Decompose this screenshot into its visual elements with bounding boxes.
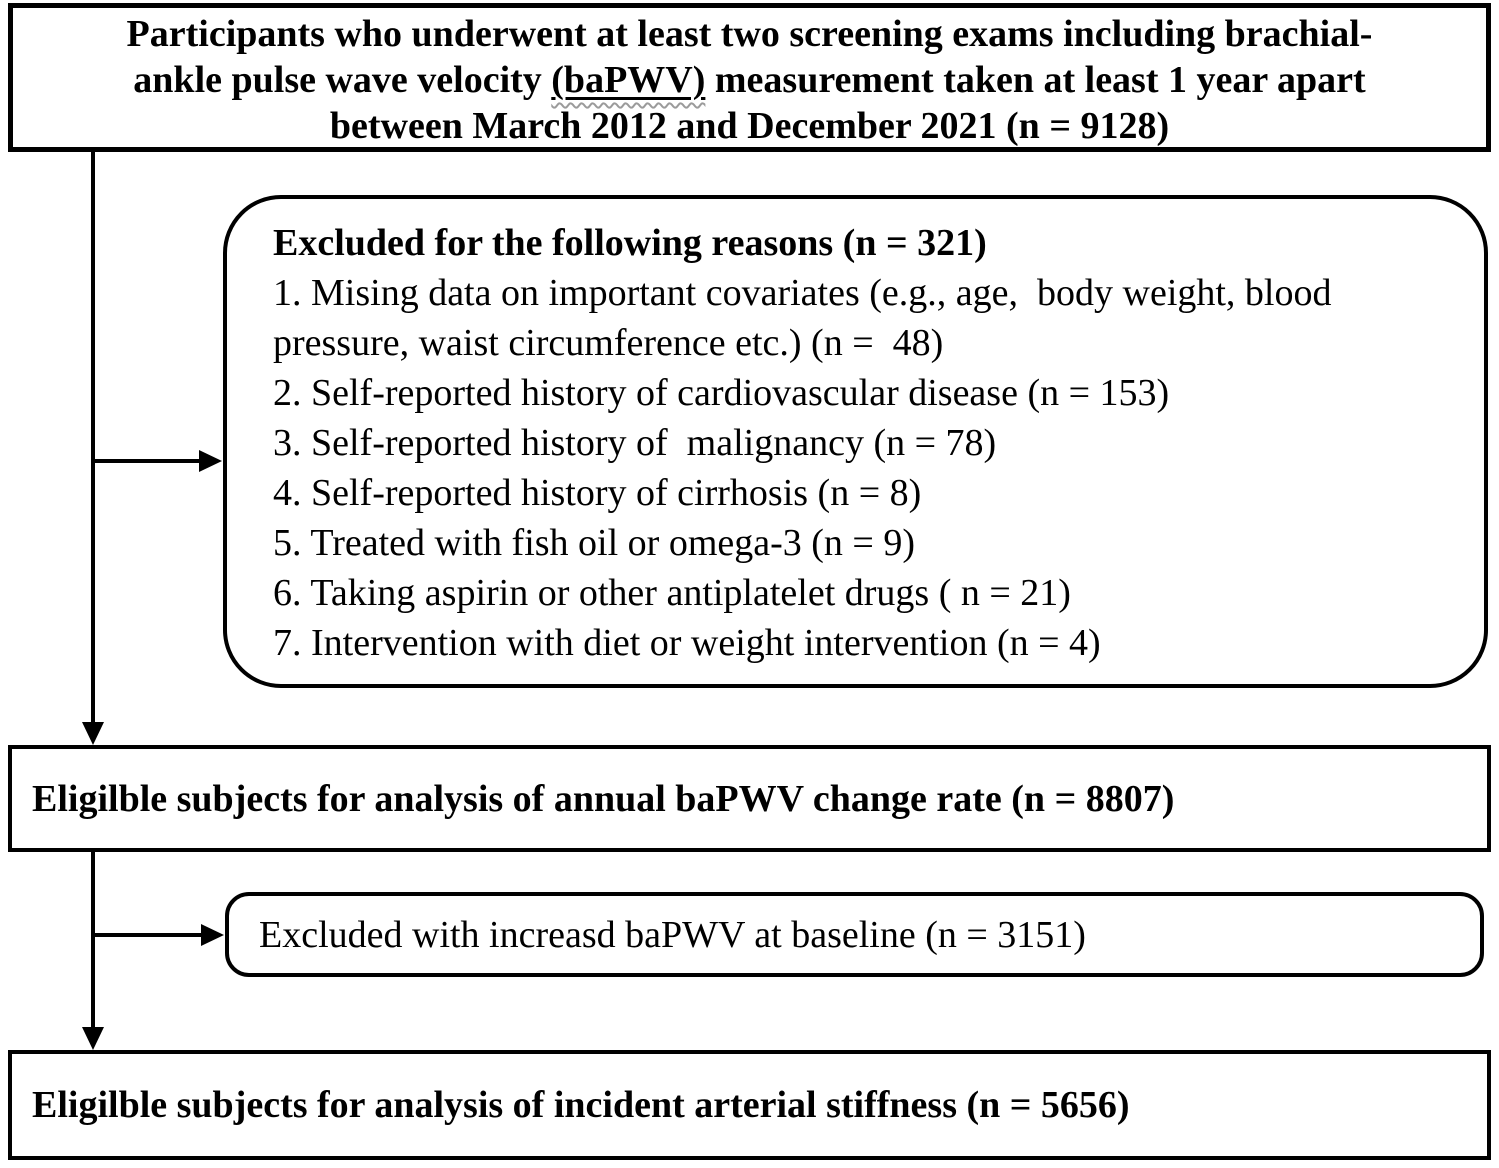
exclusion-reason-item: 4. Self-reported history of cirrhosis (n… bbox=[273, 472, 922, 514]
connector-branch-2 bbox=[93, 933, 201, 937]
arrowhead-down-2-icon bbox=[82, 1027, 104, 1050]
participants-line2-before: ankle pulse wave velocity bbox=[133, 59, 552, 101]
arrowhead-right-2-icon bbox=[201, 924, 224, 946]
exclusion-reason-item: 3. Self-reported history of malignancy (… bbox=[273, 422, 997, 464]
connector-branch-1 bbox=[93, 459, 199, 463]
excluded-baseline-box: Excluded with increasd baPWV at baseline… bbox=[225, 892, 1484, 977]
participants-line2-after: measurement taken at least 1 year apart bbox=[705, 59, 1366, 101]
connector-vertical-1 bbox=[91, 151, 95, 723]
connector-vertical-2 bbox=[91, 850, 95, 1028]
eligible-stiffness-box: Eligilble subjects for analysis of incid… bbox=[8, 1050, 1491, 1160]
exclusion-reasons-box: Excluded for the following reasons (n = … bbox=[223, 195, 1488, 688]
bapwv-squiggle-underline: (baPWV) bbox=[551, 59, 705, 101]
eligible-stiffness-text: Eligilble subjects for analysis of incid… bbox=[32, 1084, 1130, 1126]
arrowhead-right-1-icon bbox=[199, 450, 222, 472]
exclusion-reason-item: 7. Intervention with diet or weight inte… bbox=[273, 622, 1101, 664]
participants-box: Participants who underwent at least two … bbox=[8, 3, 1491, 152]
participants-line1: Participants who underwent at least two … bbox=[126, 13, 1373, 55]
bapwv-term: (baPWV) bbox=[551, 59, 706, 101]
excluded-baseline-text: Excluded with increasd baPWV at baseline… bbox=[259, 913, 1086, 956]
participants-line2: ankle pulse wave velocity (baPWV) measur… bbox=[13, 57, 1486, 103]
exclusion-reason-line: pressure, waist circumference etc.) (n =… bbox=[273, 322, 944, 364]
arrowhead-down-1-icon bbox=[82, 722, 104, 745]
exclusion-reason-item: 2. Self-reported history of cardiovascul… bbox=[273, 372, 1170, 414]
exclusion-reason-item: 5. Treated with fish oil or omega-3 (n =… bbox=[273, 522, 916, 564]
eligible-change-rate-text: Eligilble subjects for analysis of annua… bbox=[32, 777, 1175, 820]
participants-line3: between March 2012 and December 2021 (n … bbox=[329, 105, 1170, 147]
exclusion-reason-line: 1. Mising data on important covariates (… bbox=[273, 272, 1332, 314]
eligible-change-rate-box: Eligilble subjects for analysis of annua… bbox=[8, 745, 1491, 852]
exclusion-reason-item: 6. Taking aspirin or other antiplatelet … bbox=[273, 572, 1071, 614]
exclusion-reason-item: 1. Mising data on important covariates (… bbox=[273, 268, 1456, 368]
exclusion-title: Excluded for the following reasons (n = … bbox=[273, 222, 987, 264]
